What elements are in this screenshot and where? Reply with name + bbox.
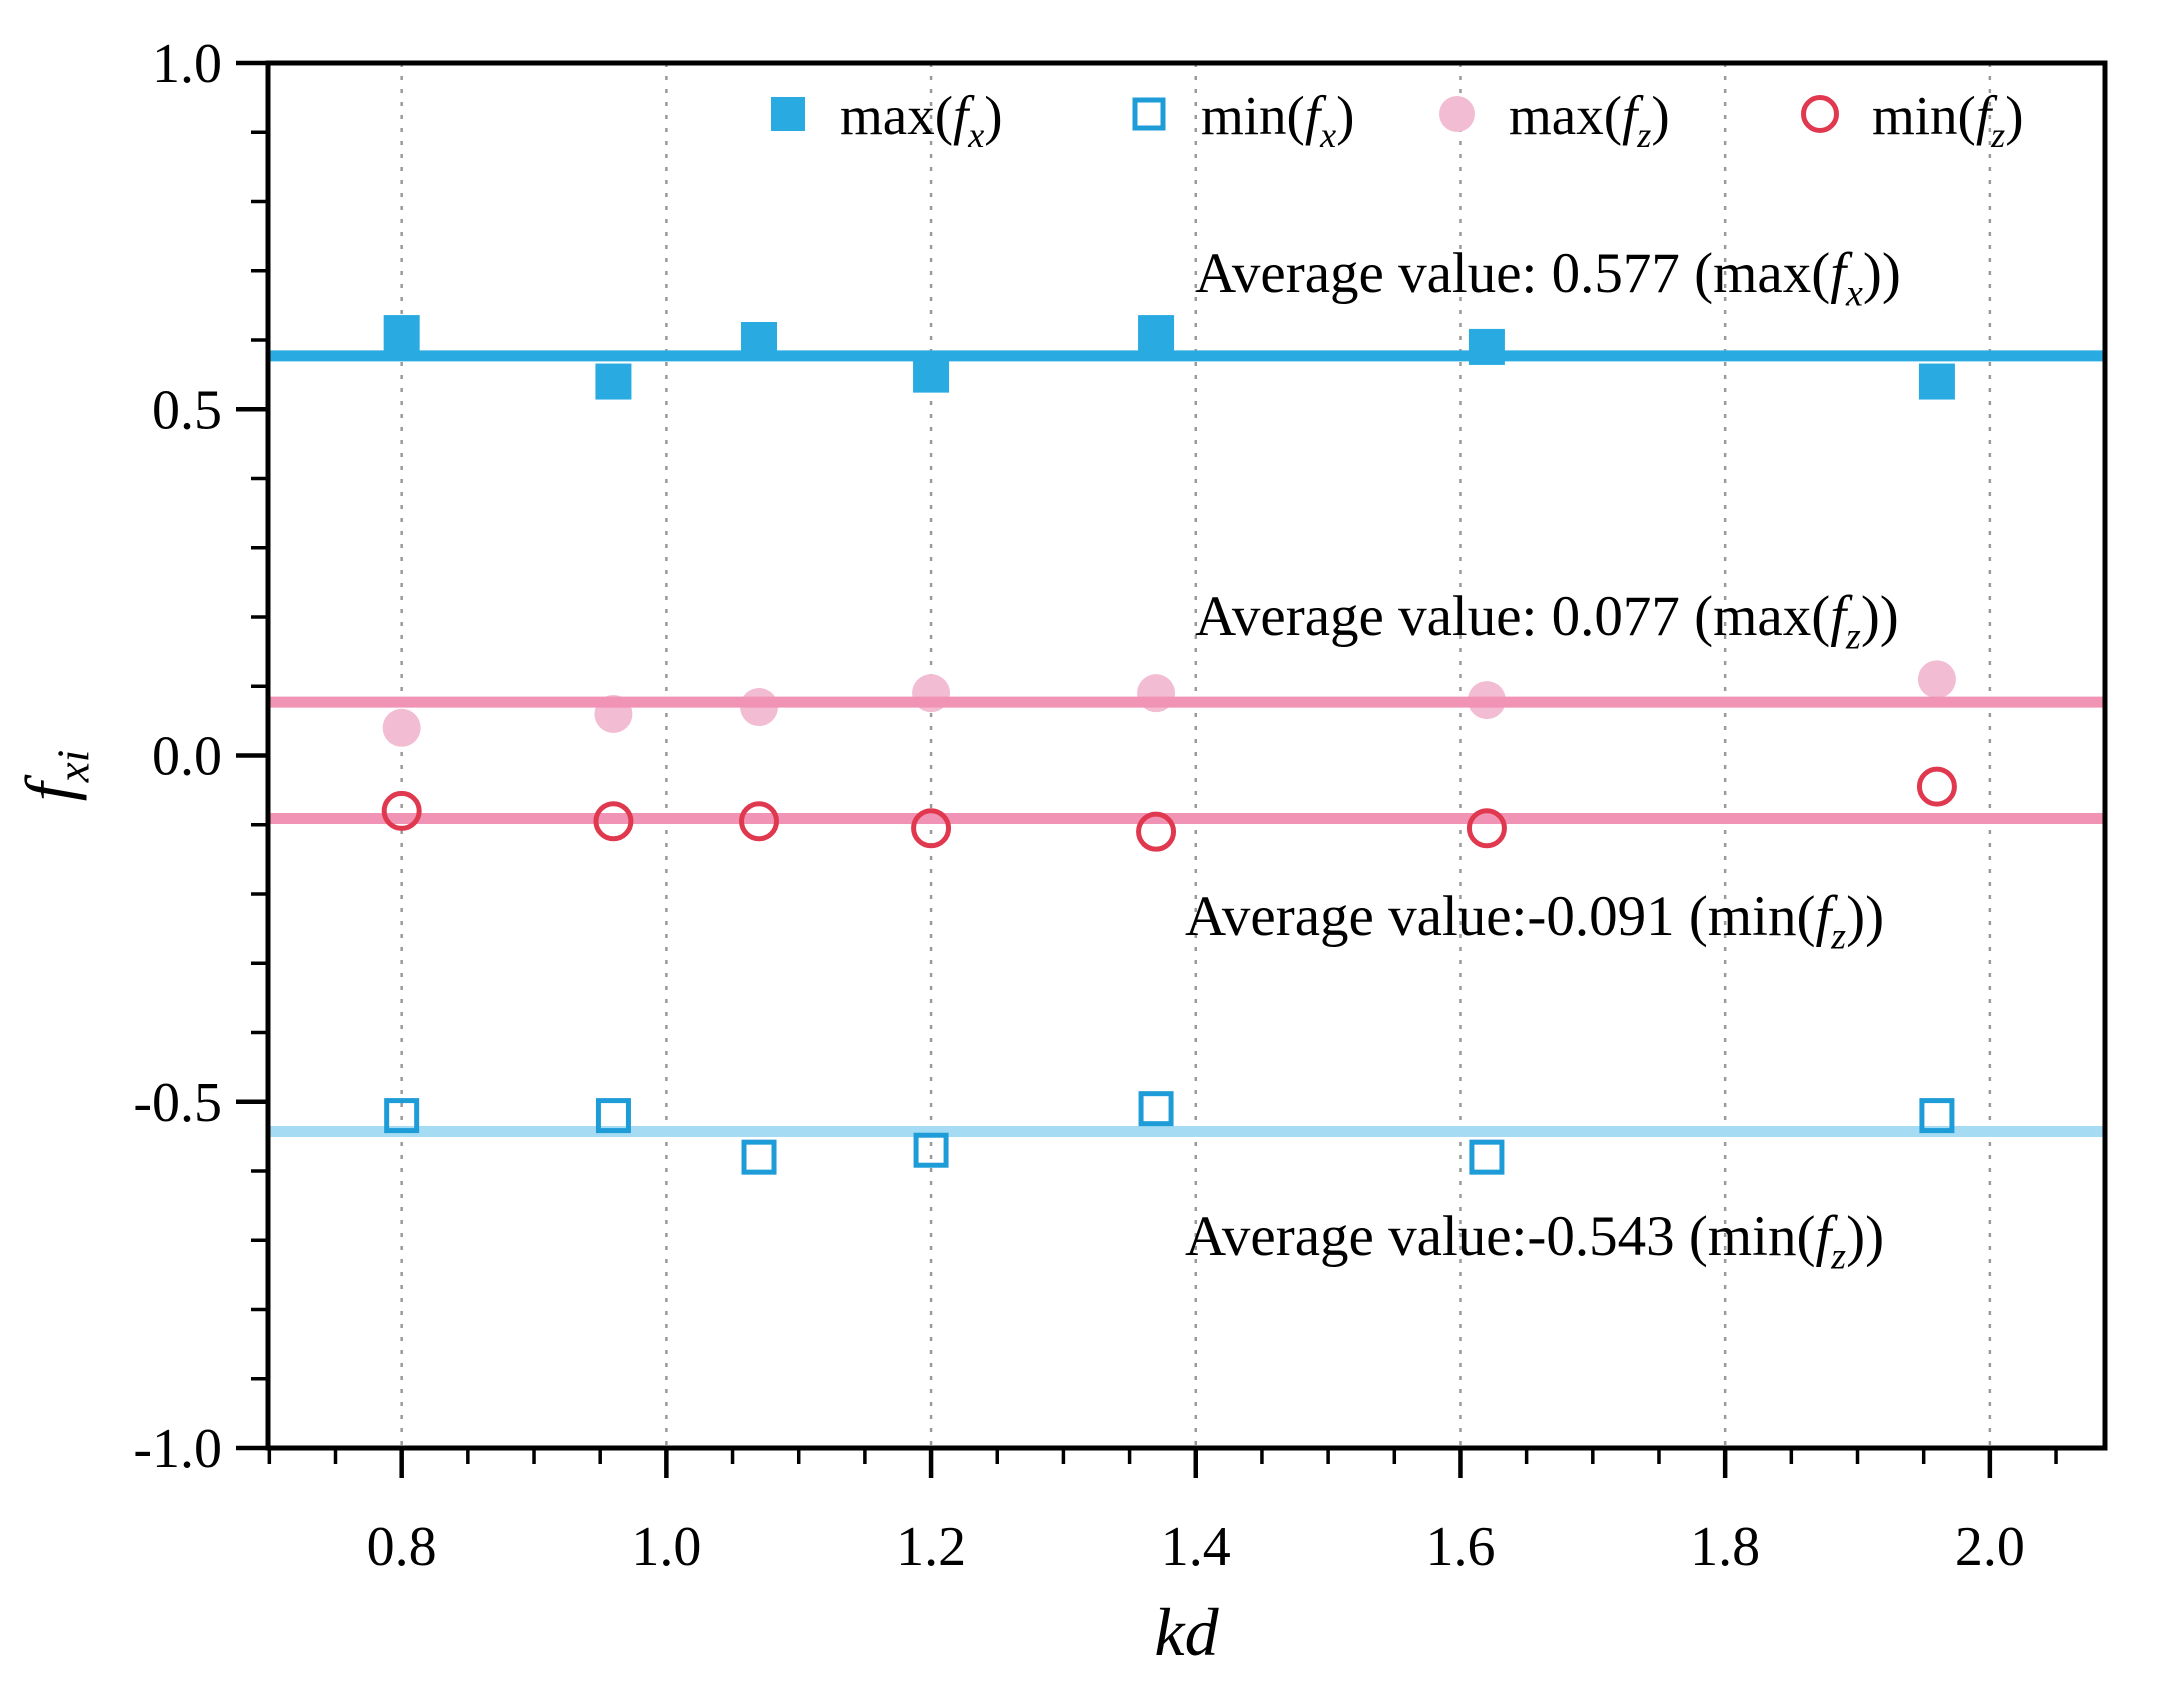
x-tick-label: 1.2 [896, 1516, 966, 1578]
marker-min_fz [911, 808, 952, 849]
x-axis-ticks: 0.8 1.0 1.2 1.4 1.6 1.8 2.0 [267, 1448, 2058, 1578]
legend-label-max_fz: max(fz) [1509, 85, 1670, 155]
legend-item-min_fz: min(fz) [1801, 85, 2024, 155]
x-tick-label: 1.4 [1161, 1516, 1231, 1578]
marker-min_fz [1466, 808, 1507, 849]
marker-max_fx [595, 363, 632, 400]
marker-min_fz [1916, 766, 1957, 807]
marker-max_fx [383, 315, 420, 352]
marker-min_fz [381, 790, 422, 831]
marker-min_fz [593, 801, 634, 842]
x-tick-label: 0.8 [367, 1516, 437, 1578]
y-tick-label: 0.0 [152, 726, 222, 788]
marker-min_fx [1919, 1098, 1955, 1134]
marker-min_fx [384, 1098, 420, 1134]
legend-marker-min_fz [1801, 95, 1839, 133]
annotation-avg-3: Average value:-0.543 (min(fz)) [1185, 1205, 1884, 1278]
y-tick-label: 0.5 [152, 379, 222, 441]
legend-marker-min_fx [1132, 97, 1166, 131]
x-axis-label: kd [1154, 1594, 1219, 1670]
marker-min_fx [1138, 1091, 1174, 1127]
marker-max_fx [1918, 363, 1955, 400]
y-axis-ticks: 1.0 0.5 0.0 -0.5 -1.0 [133, 33, 268, 1480]
x-tick-label: 1.8 [1690, 1516, 1760, 1578]
legend: max(fx) min(fx) max(fz) min(fz) [771, 85, 2024, 155]
open-markers [381, 766, 1957, 1175]
x-tick-label: 1.0 [631, 1516, 701, 1578]
marker-min_fx [595, 1098, 631, 1134]
y-tick-label: -0.5 [133, 1072, 222, 1134]
marker-max_fx [913, 356, 950, 393]
legend-marker-max_fx [771, 97, 805, 131]
marker-min_fz [1136, 811, 1177, 852]
legend-marker-max_fz [1439, 96, 1475, 132]
x-tick-label: 1.6 [1425, 1516, 1495, 1578]
marker-min_fz [739, 801, 780, 842]
gridlines [400, 63, 1992, 1448]
legend-item-max_fz: max(fz) [1439, 85, 1670, 155]
y-tick-label: 1.0 [152, 33, 222, 95]
marker-min_fx [1469, 1139, 1505, 1175]
marker-max_fz [1917, 660, 1956, 699]
marker-min_fx [913, 1132, 949, 1168]
annotation-avg-0: Average value: 0.577 (max(fx)) [1195, 242, 1901, 315]
marker-min_fx [741, 1139, 777, 1175]
average-lines [268, 350, 2105, 1138]
marker-max_fx [1138, 315, 1175, 352]
annotation-avg-1: Average value: 0.077 (max(fz)) [1195, 585, 1899, 658]
annotation-avg-2: Average value:-0.091 (min(fz)) [1185, 885, 1884, 958]
legend-label-min_fz: min(fz) [1872, 85, 2024, 155]
y-tick-label: -1.0 [133, 1418, 222, 1480]
x-tick-label: 2.0 [1955, 1516, 2025, 1578]
marker-max_fz [382, 708, 421, 747]
